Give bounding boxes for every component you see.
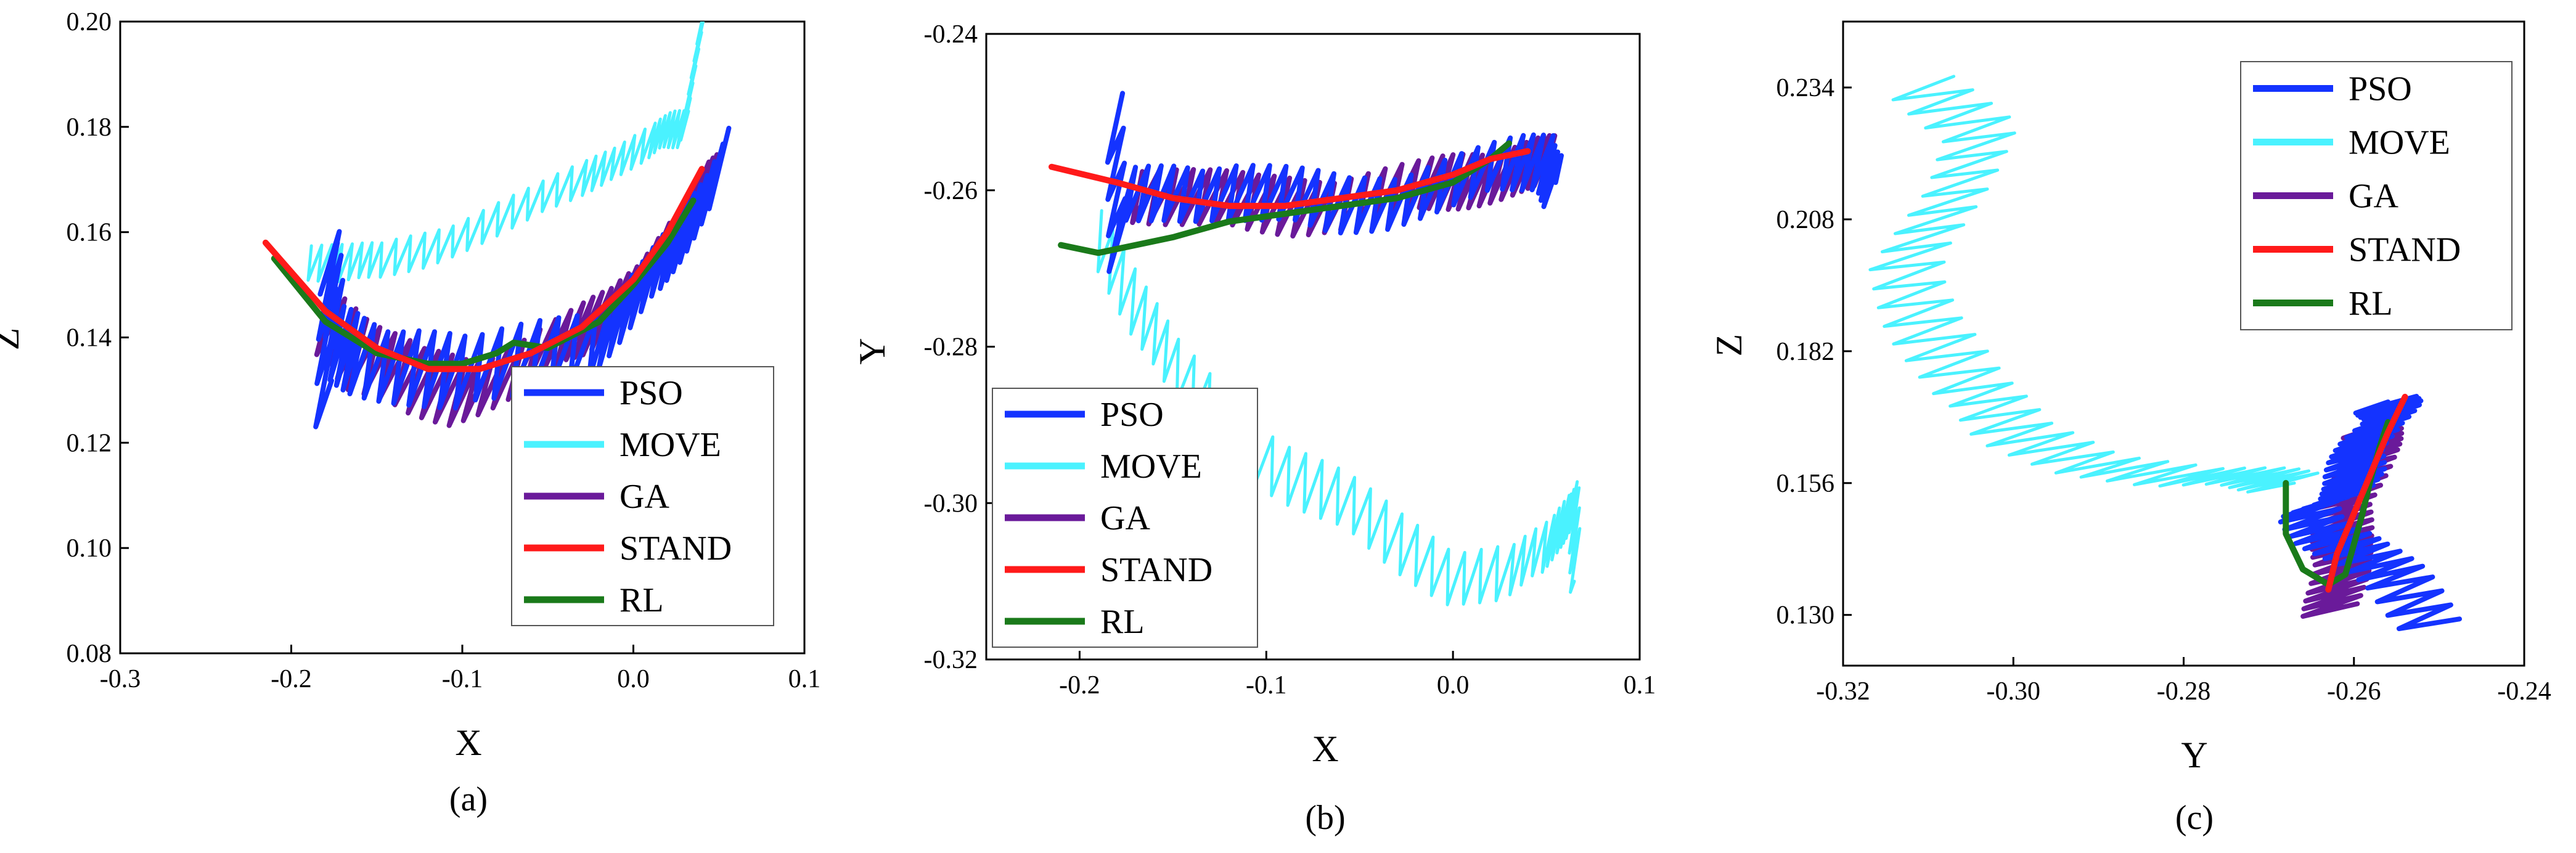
x-tick-label: -0.2 [1059, 671, 1100, 700]
legend-label-ga: GA [619, 478, 669, 516]
y-axis-label: Y [852, 338, 893, 364]
legend: PSO MOVE GA STAND RL [2240, 61, 2513, 330]
x-tick-label: -0.32 [1816, 677, 1870, 706]
y-tick-label: 0.10 [67, 534, 112, 563]
y-axis-label: Z [0, 328, 27, 351]
series-line-pso [1105, 91, 1564, 274]
series-line-stand [2325, 393, 2408, 593]
x-tick-label: -0.24 [2497, 677, 2551, 706]
x-tick-label: -0.28 [2157, 677, 2211, 706]
legend-label-stand: STAND [619, 529, 732, 568]
y-tick-label: -0.26 [924, 177, 978, 205]
series-line-stand [1049, 148, 1531, 210]
y-tick-label: 0.08 [67, 640, 112, 668]
series-line-move [1868, 75, 2320, 494]
series-line-rl [1058, 140, 1512, 256]
legend-label-rl: RL [2349, 285, 2393, 323]
x-axis-label: X [1312, 729, 1338, 769]
legend-label-pso: PSO [2349, 70, 2412, 108]
x-tick-label: -0.26 [2327, 677, 2381, 706]
panel-a: -0.3 -0.2 -0.1 0.0 0.1 0.08 0.10 0.12 0.14 0.16 0.… [0, 8, 820, 818]
series-line-stand [262, 166, 705, 372]
legend-label-rl: RL [619, 581, 664, 619]
x-tick-label: 0.0 [1437, 671, 1470, 700]
legend-label-pso: PSO [619, 374, 683, 412]
y-tick-label: 0.20 [67, 8, 112, 36]
y-tick-label: 0.208 [1777, 206, 1835, 234]
panel-caption: (a) [449, 780, 488, 818]
x-tick-label: 0.1 [1624, 671, 1656, 700]
y-tick-label: 0.16 [67, 219, 112, 247]
y-axis-label: Z [1709, 334, 1749, 357]
legend-label-stand: STAND [2349, 231, 2461, 269]
y-tick-label: -0.28 [924, 333, 978, 362]
y-tick-label: -0.24 [924, 20, 978, 49]
legend-label-stand: STAND [1100, 551, 1212, 589]
series-group [1868, 75, 2462, 631]
x-tick-label: -0.3 [100, 665, 141, 693]
series-line-pso [313, 126, 732, 430]
x-tick-label: 0.1 [788, 665, 821, 693]
legend-label-ga: GA [1100, 499, 1150, 537]
x-tick-label: 0.0 [617, 665, 650, 693]
x-axis-label: X [455, 722, 481, 763]
y-tick-label: 0.18 [67, 113, 112, 142]
series-group [1049, 91, 1582, 606]
legend-label-pso: PSO [1100, 396, 1164, 434]
series-group [262, 22, 732, 430]
series-line-move [306, 22, 705, 284]
x-tick-label: -0.2 [271, 665, 312, 693]
y-tick-label: 0.182 [1777, 338, 1835, 366]
y-tick-label: 0.156 [1777, 470, 1835, 498]
y-tick-label: 0.234 [1777, 74, 1835, 102]
legend: PSO MOVE GA STAND RL [511, 366, 774, 626]
legend-label-rl: RL [1100, 603, 1145, 641]
x-axis-label: Y [2181, 735, 2207, 775]
panel-caption: (b) [1305, 799, 1345, 837]
y-tick-label: 0.130 [1777, 602, 1835, 630]
panel-caption: (c) [2175, 799, 2214, 837]
legend-label-move: MOVE [619, 426, 721, 464]
x-tick-label: -0.1 [442, 665, 483, 693]
legend-label-move: MOVE [2349, 124, 2450, 162]
legend: PSO MOVE GA STAND RL [992, 388, 1258, 648]
y-tick-label: -0.32 [924, 646, 978, 674]
panel-b: -0.2 -0.1 0.0 0.1 -0.32 -0.30 -0.28 -0.26 -0.24 X… [852, 20, 1656, 837]
x-tick-label: -0.30 [1987, 677, 2041, 706]
legend-label-move: MOVE [1100, 447, 1202, 486]
legend-label-ga: GA [2349, 178, 2398, 216]
x-tick-label: -0.1 [1246, 671, 1287, 700]
series-line-move [1096, 209, 1582, 606]
y-tick-label: 0.12 [67, 429, 112, 457]
y-tick-label: 0.14 [67, 324, 112, 353]
series-line-rl [271, 197, 697, 367]
panel-c: -0.32 -0.30 -0.28 -0.26 -0.24 0.130 0.156 0.182… [1709, 20, 2551, 837]
y-tick-label: -0.30 [924, 489, 978, 518]
